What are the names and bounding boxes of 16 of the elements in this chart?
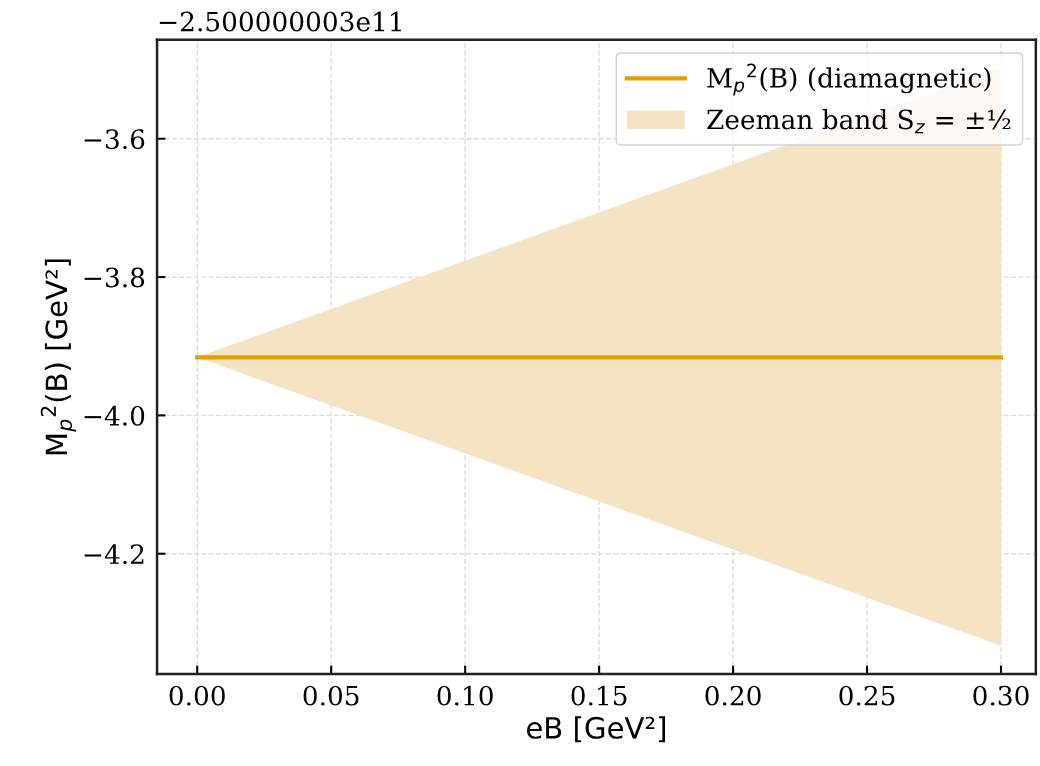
text: −2.500000003e11 [159,11,401,32]
x-tick-label: 0.10 [437,685,493,706]
legend-label: M$_{p}$$^{2}$(B) (diamagnetic) [707,63,991,96]
x-tick-label: 0.15 [571,685,627,706]
legend-label: Zeeman band S$_{z}$ = ±½ [707,108,1011,134]
x-axis-title: eB [GeV²] [526,716,666,743]
y-tick-label: −3.8 [84,267,145,288]
y-axis-title: M$_{p}$$^{2}$(B) [GeV²] [40,259,77,455]
x-tick-label: 0.00 [169,685,225,706]
y-tick-label: −4.2 [84,544,144,565]
x-tick-label: 0.20 [705,685,761,706]
x-tick-label: 0.05 [303,685,359,706]
y-tick-label: −3.6 [84,129,145,150]
x-tick-label: 0.30 [973,685,1029,706]
x-tick-label: 0.25 [839,685,895,706]
y-tick-label: −4.0 [84,405,145,426]
